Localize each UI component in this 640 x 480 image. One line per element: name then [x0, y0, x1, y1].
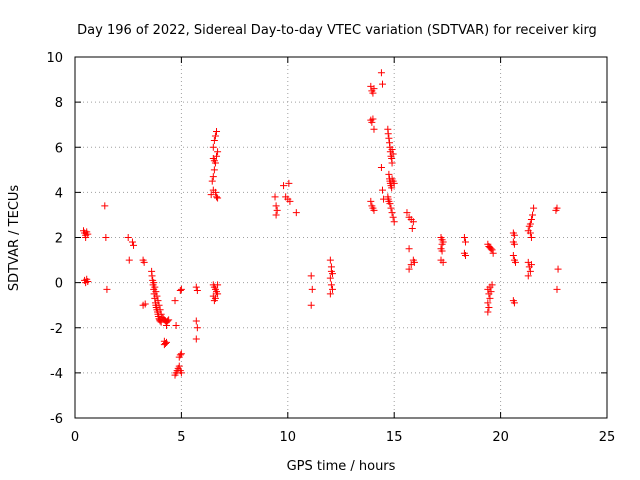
data-point — [308, 272, 315, 279]
y-tick-label: -6 — [50, 412, 63, 427]
data-point — [385, 130, 392, 137]
data-point — [210, 144, 217, 151]
data-point — [129, 239, 136, 246]
data-point — [385, 135, 392, 142]
data-point — [173, 322, 180, 329]
data-point — [211, 166, 218, 173]
data-point — [385, 171, 392, 178]
data-point — [379, 81, 386, 88]
data-point — [214, 148, 221, 155]
y-tick-label: 6 — [55, 141, 63, 156]
y-axis: -6 -4 -2 0 2 4 6 8 10 — [46, 51, 607, 427]
data-point — [273, 202, 280, 209]
data-point — [274, 207, 281, 214]
data-point — [485, 304, 492, 311]
data-point — [309, 286, 316, 293]
x-tick-label: 10 — [280, 430, 297, 445]
data-point — [102, 234, 109, 241]
y-tick-label: 10 — [46, 51, 63, 66]
data-point — [130, 242, 137, 249]
data-point — [177, 287, 184, 294]
data-point — [462, 239, 469, 246]
data-point — [211, 137, 218, 144]
data-point — [370, 126, 377, 133]
x-tick-label: 5 — [177, 430, 185, 445]
data-point — [391, 218, 398, 225]
y-tick-label: -2 — [50, 322, 63, 337]
data-point — [389, 209, 396, 216]
data-point — [390, 214, 397, 221]
data-point — [103, 286, 110, 293]
x-tick-label: 25 — [599, 430, 616, 445]
data-point — [379, 187, 386, 194]
x-tick-label: 15 — [386, 430, 403, 445]
y-axis-label: SDTVAR / TECUs — [7, 185, 22, 292]
y-tick-label: 8 — [55, 96, 63, 111]
data-point — [528, 216, 535, 223]
grid-lines — [75, 57, 607, 418]
data-point — [178, 286, 185, 293]
data-point — [529, 211, 536, 218]
sdtvar-scatter-chart: Day 196 of 2022, Sidereal Day-to-day VTE… — [0, 0, 640, 480]
data-point — [293, 209, 300, 216]
data-point — [193, 336, 200, 343]
y-tick-label: 0 — [55, 277, 63, 292]
data-point — [388, 205, 395, 212]
data-point — [272, 193, 279, 200]
data-point — [193, 284, 200, 291]
data-point — [528, 234, 535, 241]
y-tick-label: 4 — [55, 186, 63, 201]
data-point — [193, 317, 200, 324]
data-point — [308, 302, 315, 309]
data-point — [367, 198, 374, 205]
data-point — [273, 211, 280, 218]
data-point — [510, 252, 517, 259]
x-axis: 0 5 10 15 20 25 — [71, 57, 615, 445]
data-point — [484, 308, 491, 315]
data-point — [461, 234, 468, 241]
x-axis-label: GPS time / hours — [287, 459, 396, 474]
data-point — [209, 178, 216, 185]
data-point — [212, 132, 219, 139]
data-point — [378, 164, 385, 171]
data-point — [213, 128, 220, 135]
data-point — [210, 173, 217, 180]
x-tick-label: 0 — [71, 430, 79, 445]
data-point — [194, 287, 201, 294]
data-point — [553, 286, 560, 293]
data-series-sdtvar — [80, 69, 562, 378]
data-point — [172, 297, 179, 304]
x-tick-label: 20 — [492, 430, 509, 445]
data-point — [194, 324, 201, 331]
data-point — [406, 245, 413, 252]
data-point — [125, 234, 132, 241]
data-point — [530, 205, 537, 212]
data-point — [327, 257, 334, 264]
data-point — [328, 281, 335, 288]
y-tick-label: 2 — [55, 232, 63, 247]
data-point — [149, 272, 156, 279]
data-point — [555, 266, 562, 273]
data-point — [409, 225, 416, 232]
data-point — [101, 202, 108, 209]
data-point — [126, 257, 133, 264]
y-tick-label: -4 — [50, 367, 63, 382]
chart-title: Day 196 of 2022, Sidereal Day-to-day VTE… — [77, 23, 597, 38]
data-point — [378, 69, 385, 76]
